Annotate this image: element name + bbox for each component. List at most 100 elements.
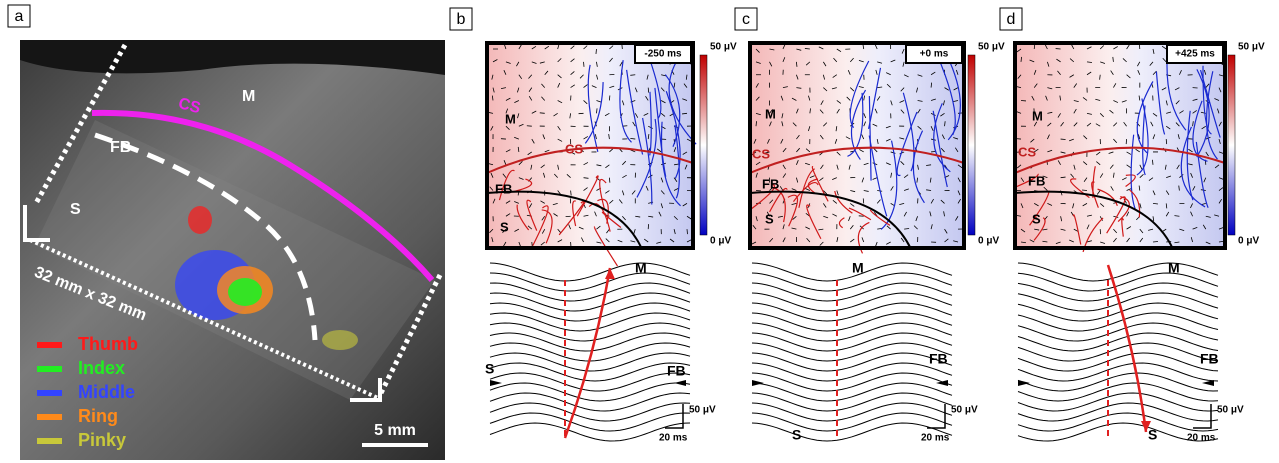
vector-arrow <box>517 146 520 152</box>
map-label: CS <box>752 146 770 161</box>
streamline <box>868 96 872 181</box>
vector-arrow <box>531 61 537 64</box>
vector-arrow <box>503 44 507 50</box>
vector-arrow <box>596 241 602 244</box>
vector-arrow <box>1033 83 1038 88</box>
vector-arrow <box>518 123 524 127</box>
panel-label-box <box>7 4 31 28</box>
vector-arrow <box>539 61 545 64</box>
vector-arrow <box>755 48 760 53</box>
vector-arrow <box>502 173 507 178</box>
vector-arrow <box>673 187 679 191</box>
vector-arrow <box>1113 172 1115 178</box>
vector-arrow <box>1055 241 1061 245</box>
vector-arrow <box>805 148 811 153</box>
vector-arrow <box>823 203 827 208</box>
vector-arrow <box>1086 224 1090 230</box>
vector-arrow <box>557 74 562 79</box>
vector-arrow <box>835 126 838 132</box>
trace <box>751 292 953 312</box>
streamline <box>902 92 915 172</box>
vector-arrow <box>1071 44 1075 50</box>
streamline <box>1142 105 1146 176</box>
vector-arrow <box>755 121 757 127</box>
vector-arrow <box>791 97 797 101</box>
vector-arrow <box>1099 113 1105 118</box>
vector-arrow <box>1165 203 1168 209</box>
vector-arrow <box>1202 224 1207 230</box>
vector-arrow <box>1152 216 1155 222</box>
vector-arrow <box>1096 161 1101 166</box>
vector-arrow <box>782 86 788 88</box>
vector-arrow <box>1218 138 1221 144</box>
vector-arrow <box>570 190 572 196</box>
vector-arrow <box>1099 216 1103 221</box>
vector-arrow <box>849 57 854 63</box>
vector-arrow <box>578 226 584 230</box>
streamline <box>932 110 948 188</box>
vector-arrow <box>900 161 905 166</box>
vector-arrow <box>874 108 878 114</box>
vector-arrow <box>1152 48 1155 54</box>
map-label: S <box>500 219 509 234</box>
scale-y-label: 50 μV <box>689 405 716 416</box>
colorbar-min: 0 μV <box>710 236 731 247</box>
vector-arrow <box>1069 74 1075 78</box>
vector-arrow <box>796 177 799 183</box>
vector-arrow <box>660 100 666 104</box>
legend: Thumb Index Middle Ring Pinky <box>37 334 138 450</box>
vector-arrow <box>755 172 758 178</box>
vector-arrow <box>528 203 533 208</box>
map-label: FB <box>762 176 779 191</box>
vector-arrow <box>596 225 601 230</box>
vector-arrow <box>822 74 826 80</box>
vector-arrow <box>1190 211 1193 217</box>
trace <box>489 292 691 312</box>
streamline <box>636 118 657 198</box>
vector-arrow <box>660 203 663 209</box>
fb-line <box>749 190 912 249</box>
streamline <box>587 64 599 152</box>
streamline <box>838 217 845 229</box>
vector-arrow <box>836 190 839 196</box>
vector-arrow <box>594 211 597 217</box>
vector-arrow <box>491 74 494 80</box>
vector-arrow <box>1112 56 1114 62</box>
scale-x-label: 20 ms <box>921 433 950 444</box>
colorbar-max: 50 μV <box>1238 42 1265 53</box>
vector-arrow <box>809 108 811 114</box>
vector-arrow <box>823 122 828 127</box>
vector-arrow <box>1020 56 1022 62</box>
vector-arrow <box>1095 98 1101 101</box>
trace <box>751 382 953 402</box>
streamline <box>1166 57 1187 131</box>
vector-arrow <box>1138 95 1141 101</box>
vector-arrow <box>755 112 761 116</box>
streamline <box>593 226 619 267</box>
vector-arrow <box>1148 177 1154 181</box>
vector-arrow <box>557 125 561 131</box>
vector-arrow <box>645 96 649 101</box>
propagation-arrow <box>563 267 612 439</box>
vector-arrow <box>850 203 855 207</box>
vector-arrow <box>1060 216 1063 222</box>
vector-arrow <box>796 87 802 89</box>
vector-arrow <box>819 134 824 140</box>
streamline <box>572 200 577 227</box>
vector-arrow <box>1126 226 1132 230</box>
vector-arrow <box>630 240 636 243</box>
streamline <box>1130 134 1136 209</box>
vector-arrow <box>540 241 545 246</box>
vector-arrow <box>769 48 775 51</box>
vector-arrow <box>850 238 855 243</box>
vector-arrow <box>661 74 667 77</box>
vector-arrow <box>1218 227 1224 230</box>
s-label: S <box>70 201 81 218</box>
vector-arrow <box>1099 203 1105 207</box>
vector-arrow <box>890 100 893 106</box>
vector-arrow <box>673 147 677 153</box>
vector-arrow <box>917 125 922 130</box>
vector-arrow <box>877 86 883 88</box>
cs-label: CS <box>176 95 202 117</box>
vector-arrow <box>791 227 797 230</box>
